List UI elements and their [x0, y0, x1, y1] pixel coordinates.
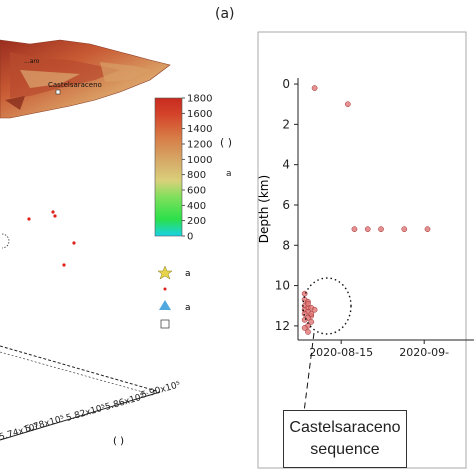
data-point [305, 329, 311, 335]
star-icon [157, 265, 173, 280]
colorbar-label: a [226, 169, 232, 179]
colorbar-tick-label: 400 [187, 201, 206, 212]
x-axis-unit-3d: ( ) [113, 436, 124, 447]
sequence-annotation-line2: sequence [310, 441, 380, 458]
colorbar-tick-label: 600 [187, 186, 206, 197]
colorbar-tick-label: 1000 [187, 155, 212, 166]
colorbar-tick-label: 1800 [187, 94, 212, 105]
map-events [1, 210, 76, 267]
y-tick-label: 4 [282, 158, 290, 172]
colorbar-tick-label: 1400 [187, 124, 212, 135]
x-tick-label: 2020-09- [399, 346, 449, 359]
y-tick-label: 10 [275, 279, 290, 293]
y-tick-label: 0 [282, 77, 290, 91]
data-point [311, 306, 318, 313]
data-point [364, 226, 371, 233]
legend-label-triangle: a [185, 303, 191, 313]
data-point [305, 300, 311, 307]
colorbar-tick-label: 800 [187, 170, 206, 181]
data-point [311, 85, 318, 91]
data-point [351, 226, 358, 233]
panel-frame [257, 31, 467, 469]
panel-label: (a) [215, 6, 235, 22]
town-marker [55, 89, 61, 95]
colorbar-tick-label: 200 [187, 216, 206, 227]
triangle-icon [159, 300, 171, 310]
data-point [301, 316, 308, 323]
data-point [344, 101, 351, 108]
annotation-leader-line [303, 332, 315, 413]
colorbar-unit: ( ) [220, 136, 232, 149]
data-point [378, 226, 384, 233]
data-point [424, 226, 431, 233]
colorbar-tick-label: 1200 [187, 140, 212, 151]
x-axis-ticks: 2020-08-15 2020-09- [309, 340, 449, 359]
town-label-other: ...aro [24, 58, 40, 65]
colorbar-tick-label: 1600 [187, 109, 212, 120]
plot-area [297, 78, 474, 341]
legend-label-star: a [185, 269, 191, 279]
data-point [308, 310, 315, 317]
sequence-annotation-line1: Castelsaraceno [289, 419, 401, 436]
colorbar-ticks: 1800 1600 1400 1200 1000 800 600 400 200 0 [182, 94, 212, 243]
y-axis-label: Depth (km) [257, 175, 271, 243]
y-tick-label: 8 [282, 238, 290, 252]
y-tick-label: 2 [282, 117, 290, 131]
sequence-annotation: Castelsaraceno sequence [283, 410, 407, 468]
y-tick-label: 12 [275, 319, 290, 333]
dot-icon [163, 287, 167, 291]
legend: a a [157, 265, 191, 329]
data-point [308, 319, 315, 325]
data-point [401, 226, 408, 233]
data-point [301, 325, 308, 331]
terrain-relief [0, 39, 171, 119]
sequence-cluster-circle [302, 277, 352, 335]
data-points [301, 85, 431, 335]
square-icon [160, 319, 170, 329]
map-3d-axes [0, 345, 161, 441]
colorbar-tick-label: 0 [187, 232, 193, 243]
y-tick-label: 6 [282, 198, 290, 212]
colorbar [154, 97, 183, 237]
y-axis-ticks: 0 2 4 6 8 10 12 [275, 77, 298, 333]
town-label-castelsaraceno: Castelsaraceno [48, 81, 102, 89]
x-tick-label: 2020-08-15 [309, 346, 373, 359]
data-point [301, 290, 308, 297]
